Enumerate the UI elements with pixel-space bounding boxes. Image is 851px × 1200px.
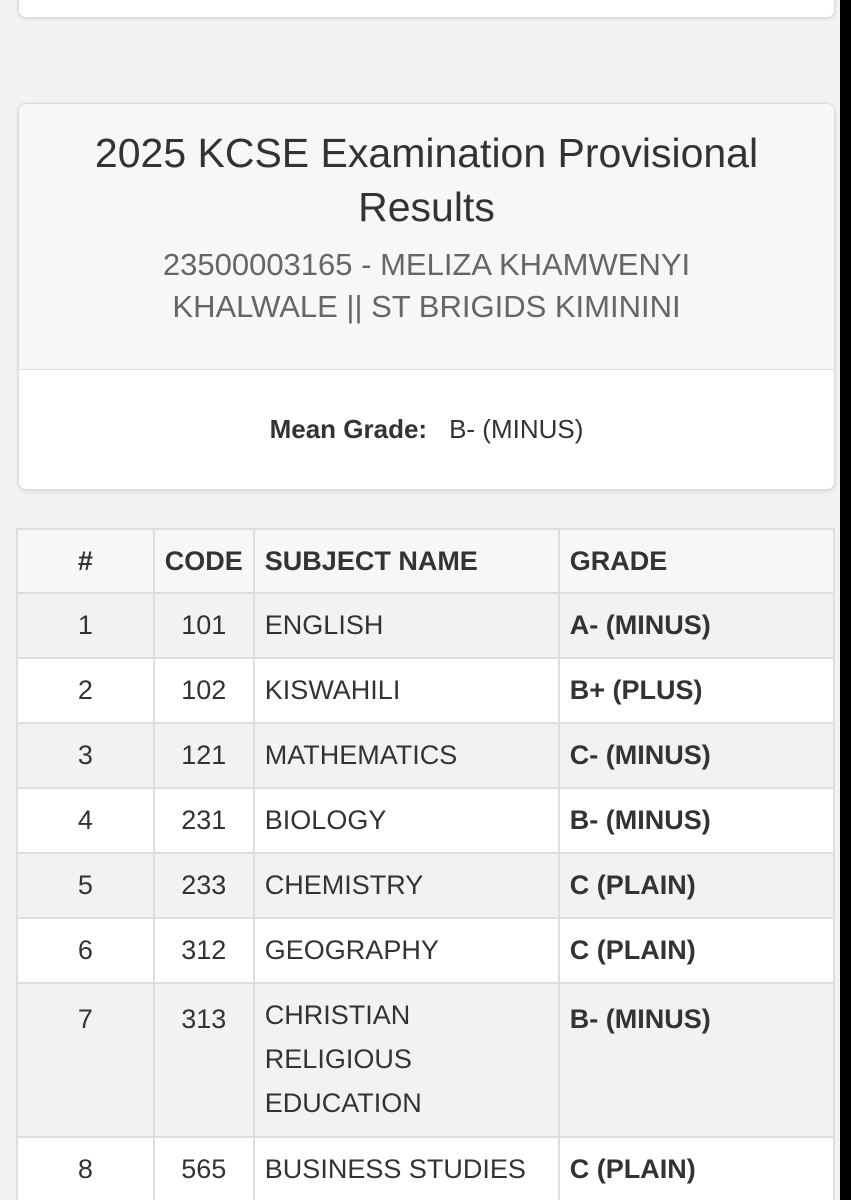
subject-grade: C (PLAIN) <box>557 1136 836 1200</box>
subject-grade: B+ (PLUS) <box>557 657 836 724</box>
results-card: 2025 KCSE Examination Provisional Result… <box>18 103 835 490</box>
subject-grade: B- (MINUS) <box>557 787 836 854</box>
table-row: 8 565 BUSINESS STUDIES C (PLAIN) <box>16 1136 836 1200</box>
table-row: 6 312 GEOGRAPHY C (PLAIN) <box>16 917 836 984</box>
page-title: 2025 KCSE Examination Provisional Result… <box>94 130 759 230</box>
subject-name: CHRISTIAN RELIGIOUS EDUCATION <box>252 982 560 1138</box>
subject-name: BIOLOGY <box>252 787 560 854</box>
subject-grade: C- (MINUS) <box>557 722 836 789</box>
column-grade: GRADE <box>557 528 836 594</box>
subject-results-table: # CODE SUBJECT NAME GRADE 1 101 ENGLISH … <box>16 528 836 1200</box>
column-number: # <box>16 528 155 594</box>
subject-code: 121 <box>152 722 255 789</box>
subject-name: KISWAHILI <box>252 657 560 724</box>
table-row: 1 101 ENGLISH A- (MINUS) <box>16 592 836 659</box>
subject-code: 313 <box>152 982 255 1138</box>
table-row: 3 121 MATHEMATICS C- (MINUS) <box>16 722 836 789</box>
subject-name: BUSINESS STUDIES <box>252 1136 560 1200</box>
row-number: 7 <box>16 982 155 1138</box>
table-header: # CODE SUBJECT NAME GRADE <box>16 528 836 594</box>
results-card-header: 2025 KCSE Examination Provisional Result… <box>19 104 834 370</box>
subject-name: MATHEMATICS <box>252 722 560 789</box>
subject-code: 233 <box>152 852 255 919</box>
candidate-details: 23500003165 - MELIZA KHAMWENYI KHALWALE … <box>162 247 691 324</box>
subject-name: CHEMISTRY <box>252 852 560 919</box>
subject-code: 312 <box>152 917 255 984</box>
subject-grade: B- (MINUS) <box>557 982 836 1138</box>
table-row: 2 102 KISWAHILI B+ (PLUS) <box>16 657 836 724</box>
subject-code: 102 <box>152 657 255 724</box>
row-number: 5 <box>16 852 155 919</box>
row-number: 2 <box>16 657 155 724</box>
subject-name: GEOGRAPHY <box>252 917 560 984</box>
mean-grade-label: Mean Grade: <box>269 413 428 444</box>
table-row: 7 313 CHRISTIAN RELIGIOUS EDUCATION B- (… <box>16 982 836 1138</box>
mean-grade-value: B- (MINUS) <box>449 413 584 444</box>
subject-name: ENGLISH <box>252 592 560 659</box>
subject-grade: A- (MINUS) <box>557 592 836 659</box>
mean-grade-summary: Mean Grade: B- (MINUS) <box>19 370 834 488</box>
table-header-row: # CODE SUBJECT NAME GRADE <box>16 528 836 594</box>
subject-grade: C (PLAIN) <box>557 917 836 984</box>
row-number: 3 <box>16 722 155 789</box>
row-number: 1 <box>16 592 155 659</box>
table-body: 1 101 ENGLISH A- (MINUS) 2 102 KISWAHILI… <box>16 592 836 1200</box>
subject-code: 565 <box>152 1136 255 1200</box>
row-number: 6 <box>16 917 155 984</box>
column-code: CODE <box>152 528 255 594</box>
row-number: 8 <box>16 1136 155 1200</box>
subject-grade: C (PLAIN) <box>557 852 836 919</box>
subject-name-text: CHRISTIAN RELIGIOUS EDUCATION <box>264 1000 422 1118</box>
column-subject-name: SUBJECT NAME <box>252 528 560 594</box>
previous-card-edge <box>18 0 835 18</box>
table-row: 4 231 BIOLOGY B- (MINUS) <box>16 787 836 854</box>
subject-code: 231 <box>152 787 255 854</box>
subject-code: 101 <box>152 592 255 659</box>
table-row: 5 233 CHEMISTRY C (PLAIN) <box>16 852 836 919</box>
row-number: 4 <box>16 787 155 854</box>
